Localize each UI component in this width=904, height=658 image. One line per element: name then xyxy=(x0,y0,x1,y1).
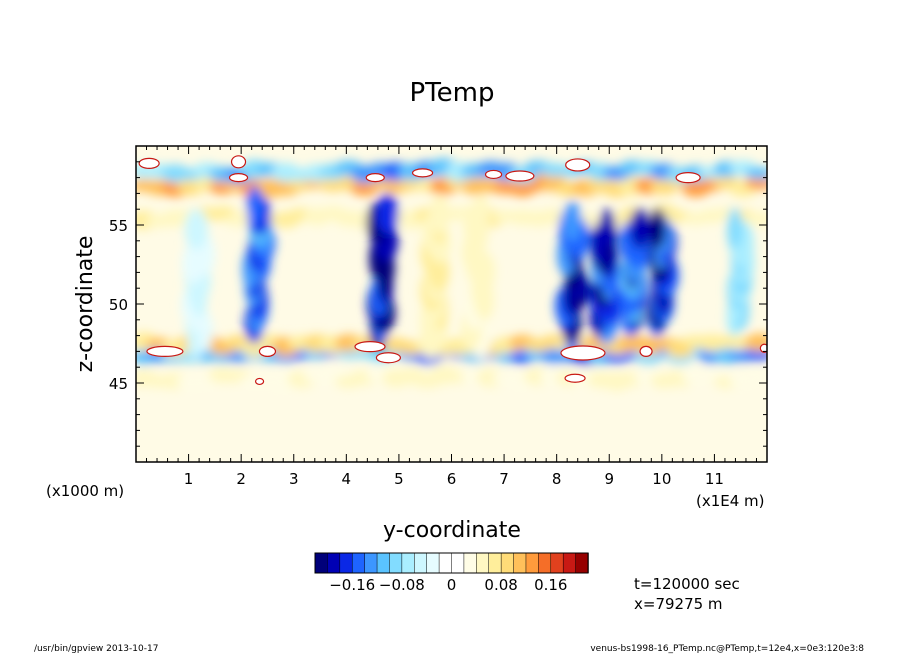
x-tick-label: 6 xyxy=(447,470,457,488)
chart-title: PTemp xyxy=(410,78,495,108)
saturated-blob xyxy=(254,377,265,386)
saturated-blob xyxy=(411,168,434,178)
saturated-blob xyxy=(675,172,701,184)
field-column-segment xyxy=(727,208,743,249)
saturated-blob xyxy=(759,343,767,353)
x-tick-label: 9 xyxy=(604,470,614,488)
position-label: x=79275 m xyxy=(634,595,723,613)
field-column-segment xyxy=(429,193,450,235)
colorbar-cell xyxy=(451,552,465,574)
field-band-segment xyxy=(744,368,767,384)
x-axis-label: y-coordinate xyxy=(383,518,521,543)
x-axis-ticks: 1 2 3 4 5 6 7 8 9 10 11 xyxy=(135,146,768,488)
field-column-segment xyxy=(184,208,208,250)
x-tick-label: 10 xyxy=(652,470,671,488)
saturated-blob xyxy=(138,157,160,169)
colorbar-tick-label: 0 xyxy=(447,576,457,594)
field-column-segment xyxy=(649,208,667,249)
x-tick-label: 2 xyxy=(236,470,246,488)
y-axis-label: z-coordinate xyxy=(73,236,98,373)
colorbar-tick-label: −0.16 xyxy=(329,576,375,594)
field-column-segment xyxy=(376,193,399,235)
saturated-blob xyxy=(365,173,385,183)
colorbar-cell xyxy=(463,552,478,574)
colorbar-cell xyxy=(575,552,589,574)
y-axis-ticks: 45 50 55 xyxy=(109,145,767,463)
x-tick-label: 5 xyxy=(394,470,404,488)
colorbar-frame xyxy=(314,552,589,574)
colorbar-cell xyxy=(426,552,440,574)
x-tick-label: 1 xyxy=(184,470,194,488)
colorbar: −0.16 −0.08 0 0.08 0.16 xyxy=(314,552,589,594)
colorbar-cell xyxy=(401,552,416,574)
colorbar-ticks: −0.16 −0.08 0 0.08 0.16 xyxy=(329,576,567,594)
colorbar-cells xyxy=(314,552,589,574)
x-tick-label: 7 xyxy=(499,470,509,488)
x-tick-label: 4 xyxy=(342,470,352,488)
source-info: venus-bs1998-16_PTemp.nc@PTemp,t=12e4,x=… xyxy=(590,644,864,654)
y-tick-label: 50 xyxy=(109,296,128,314)
field-layer xyxy=(136,158,767,392)
x-unit-label: (x1E4 m) xyxy=(696,492,765,510)
field-band-segment xyxy=(744,333,767,352)
field-column-segment xyxy=(599,208,616,249)
saturated-blob xyxy=(484,169,503,180)
colorbar-cell xyxy=(389,552,403,574)
y-unit-label: (x1000 m) xyxy=(46,482,124,500)
field-column-segment xyxy=(629,208,651,249)
colorbar-cell xyxy=(438,552,453,574)
x-tick-label: 8 xyxy=(552,470,562,488)
saturated-blob xyxy=(230,155,247,169)
colorbar-cell xyxy=(314,552,329,574)
colorbar-cell xyxy=(364,552,378,574)
colorbar-tick-label: −0.08 xyxy=(379,576,425,594)
field-column-segment xyxy=(473,193,489,235)
field-band-segment xyxy=(744,167,767,180)
time-label: t=120000 sec xyxy=(634,575,740,593)
colorbar-cell xyxy=(476,552,490,574)
field-band-segment xyxy=(744,211,767,227)
colorbar-cell xyxy=(500,552,515,574)
colorbar-cell xyxy=(550,552,564,574)
saturated-blob xyxy=(146,345,184,357)
x-tick-label: 11 xyxy=(705,470,724,488)
colorbar-cell xyxy=(351,552,366,574)
field-column-segment xyxy=(246,185,264,227)
saturated-blob xyxy=(560,345,606,361)
saturated-blob xyxy=(228,173,249,183)
saturated-blob xyxy=(565,158,591,172)
saturated-regions xyxy=(138,155,767,386)
saturated-blob xyxy=(375,352,401,364)
saturated-blob xyxy=(354,341,386,353)
saturated-blob xyxy=(505,170,535,182)
colorbar-cell xyxy=(513,552,527,574)
field-band-segment xyxy=(744,176,767,190)
colorbar-tick-label: 0.16 xyxy=(534,576,567,594)
colorbar-cell xyxy=(488,552,502,574)
saturated-blob xyxy=(639,345,653,357)
colorbar-cell xyxy=(414,552,428,574)
y-tick-label: 55 xyxy=(109,217,128,235)
colorbar-cell xyxy=(562,552,577,574)
program-info: /usr/bin/gpview 2013-10-17 xyxy=(34,644,158,654)
field-column-segment xyxy=(563,201,582,242)
saturated-blob xyxy=(564,373,586,383)
colorbar-cell xyxy=(339,552,353,574)
colorbar-cell xyxy=(327,552,341,574)
colorbar-cell xyxy=(538,552,552,574)
x-tick-label: 3 xyxy=(289,470,299,488)
saturated-blob xyxy=(258,345,277,357)
colorbar-cell xyxy=(525,552,540,574)
colorbar-tick-label: 0.08 xyxy=(484,576,517,594)
y-tick-label: 45 xyxy=(109,375,128,393)
colorbar-cell xyxy=(376,552,391,574)
